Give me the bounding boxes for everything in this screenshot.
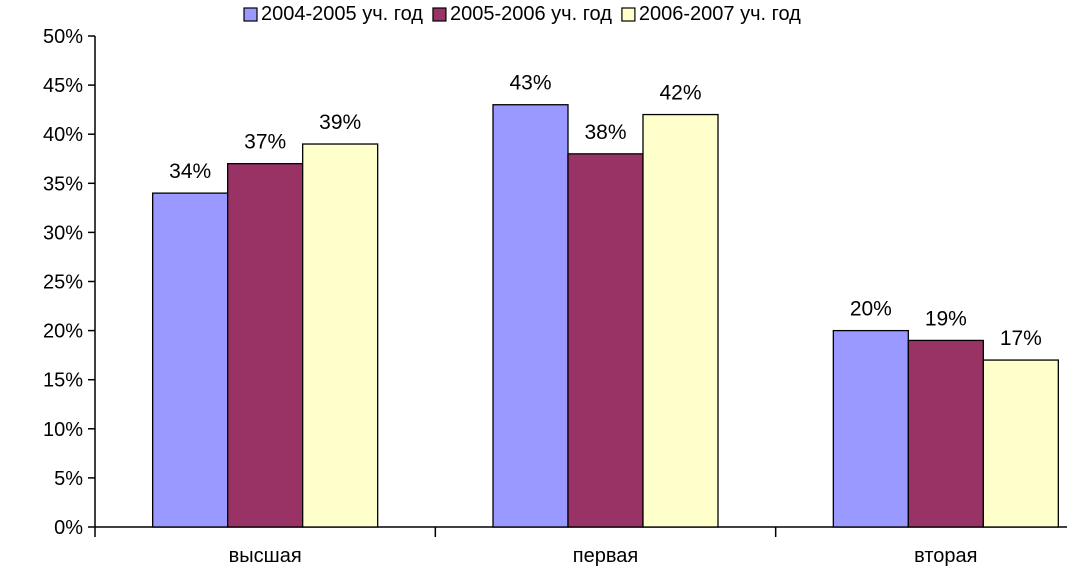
legend-label: 2005-2006 уч. год: [450, 3, 612, 25]
legend-swatch: [621, 7, 636, 22]
bar: [832, 329, 909, 528]
bar: [907, 339, 984, 528]
axes: 0% 5% 10% 15% 20% 25% 30% 35% 40% 45% 50% высшая пер…: [43, 26, 1067, 567]
y-tick-label: 45%: [43, 75, 83, 97]
legend-swatch: [243, 7, 258, 22]
x-category-label: вторая: [914, 545, 977, 567]
bar: [227, 163, 304, 528]
y-tick-label: 20%: [43, 321, 83, 343]
bar-data-label: 38%: [584, 121, 626, 144]
legend-swatch: [432, 7, 447, 22]
bar: [982, 359, 1059, 528]
bar: [642, 113, 719, 528]
bar: [302, 143, 379, 528]
y-tick-label: 25%: [43, 272, 83, 294]
bar-data-label: 17%: [1000, 327, 1042, 350]
bar-data-label: 37%: [244, 131, 286, 154]
x-category-label: высшая: [229, 545, 302, 567]
y-tick-label: 10%: [43, 419, 83, 441]
bar-data-label: 42%: [659, 82, 701, 105]
bar-data-label: 39%: [319, 111, 361, 134]
y-tick-label: 30%: [43, 222, 83, 244]
legend-label: 2006-2007 уч. год: [639, 3, 801, 25]
legend-label: 2004-2005 уч. год: [261, 3, 423, 25]
y-tick-label: 0%: [54, 517, 83, 539]
data-labels: 34% 37% 39% 43% 38% 42% 20% 19% 17%: [169, 72, 1042, 350]
bar-data-label: 43%: [509, 72, 551, 95]
bar-data-label: 34%: [169, 160, 211, 183]
y-tick-label: 5%: [54, 468, 83, 490]
y-tick-label: 50%: [43, 26, 83, 48]
bars: [152, 104, 1059, 528]
y-tick-label: 15%: [43, 370, 83, 392]
bar: [152, 192, 229, 528]
legend: 2004-2005 уч. год 2005-2006 уч. год 2006-2…: [243, 3, 801, 25]
bar: [492, 104, 569, 528]
y-tick-label: 35%: [43, 173, 83, 195]
x-category-label: первая: [573, 545, 638, 567]
y-tick-label: 40%: [43, 124, 83, 146]
bar-data-label: 19%: [925, 307, 967, 330]
bar-data-label: 20%: [850, 298, 892, 321]
bar: [567, 153, 644, 528]
